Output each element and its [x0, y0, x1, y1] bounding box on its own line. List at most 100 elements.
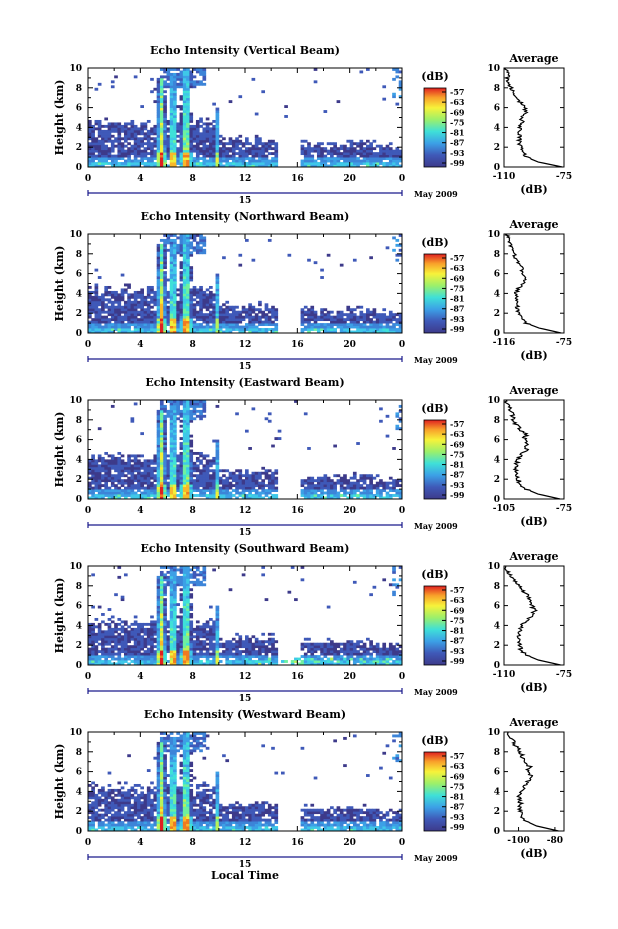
- heatmap-cell: [114, 494, 118, 497]
- heatmap-cell: [94, 162, 99, 165]
- heatmap-cell: [310, 494, 315, 497]
- heatmap-cell: [395, 494, 400, 497]
- heatmap-cell: [323, 476, 328, 480]
- colorbar-tick-label: -69: [450, 439, 465, 449]
- heatmap-cell: [228, 162, 233, 165]
- heatmap-cell: [388, 310, 393, 314]
- heatmap-cell: [130, 481, 135, 485]
- heatmap-cell: [195, 154, 200, 158]
- heatmap-cell: [94, 489, 99, 492]
- heatmap-cell: [349, 496, 354, 500]
- heatmap-cell: [182, 92, 187, 96]
- heatmap-cell: [163, 486, 167, 490]
- heatmap-cell: [117, 323, 122, 326]
- heatmap-cell: [375, 162, 380, 165]
- heatmap-cell: [150, 313, 154, 317]
- heatmap-cell: [120, 620, 125, 624]
- heatmap-cell: [199, 308, 203, 312]
- heatmap-cell: [127, 456, 131, 460]
- heatmap-cell: [195, 402, 200, 406]
- heatmap-cell: [94, 119, 99, 123]
- heatmap-cell: [202, 305, 207, 309]
- heatmap-cell: [189, 243, 194, 247]
- heatmap-cell: [316, 496, 321, 500]
- heatmap-cell: [137, 650, 141, 654]
- heatmap-cell: [104, 484, 109, 488]
- heatmap-cell: [169, 590, 174, 594]
- heatmap-cell: [146, 290, 151, 294]
- heatmap-cell: [274, 157, 279, 160]
- heatmap-cell: [225, 325, 230, 329]
- heatmap-cell: [169, 147, 174, 151]
- heatmap-cell: [173, 241, 177, 245]
- heatmap-cell: [195, 142, 200, 146]
- colorbar-tick-label: -57: [450, 253, 464, 263]
- heatmap-cell: [205, 134, 210, 138]
- heatmap-cell: [88, 323, 92, 326]
- heatmap-cell: [313, 313, 318, 317]
- heatmap-cell: [231, 476, 236, 480]
- heatmap-cell: [179, 456, 184, 460]
- heatmap-cell: [104, 660, 109, 663]
- heatmap-cell: [114, 162, 118, 165]
- heatmap-cell: [150, 330, 154, 334]
- heatmap-cell: [114, 164, 118, 168]
- heatmap-cell: [107, 627, 112, 631]
- heatmap-cell: [238, 159, 243, 163]
- heatmap-cell: [137, 290, 141, 294]
- heatmap-cell: [339, 162, 344, 165]
- heatmap-cell: [179, 566, 184, 569]
- heatmap-cell: [385, 320, 390, 324]
- heatmap-cell: [323, 484, 328, 488]
- heatmap-cell: [215, 290, 220, 294]
- heatmap-cell: [248, 479, 252, 483]
- heatmap-cell: [186, 404, 190, 408]
- heatmap-cell: [176, 246, 180, 250]
- heatmap-cell: [150, 484, 154, 488]
- heatmap-cell: [179, 481, 184, 485]
- heatmap-cell: [169, 253, 174, 257]
- heatmap-cell: [215, 323, 220, 326]
- heatmap-cell: [88, 298, 92, 302]
- heatmap-cell: [313, 479, 318, 483]
- heatmap-cell: [222, 144, 226, 148]
- heatmap-cell: [352, 486, 357, 490]
- heatmap-cell: [130, 660, 135, 663]
- heatmap-cell: [123, 144, 128, 148]
- heatmap-cell: [163, 147, 167, 151]
- heatmap-cell: [245, 162, 249, 165]
- heatmap-cell: [127, 635, 131, 639]
- heatmap-cell: [173, 657, 177, 661]
- heatmap-cell: [133, 154, 138, 158]
- heatmap-cell: [123, 640, 128, 644]
- heatmap-cell: [97, 142, 102, 146]
- heatmap-cell: [97, 489, 102, 492]
- heatmap-cell: [123, 323, 128, 326]
- heatmap-cell: [186, 132, 190, 136]
- heatmap-cell: [267, 479, 272, 483]
- heatmap-cell: [166, 464, 171, 468]
- heatmap-cell: [169, 234, 174, 237]
- heatmap-cell: [215, 112, 220, 116]
- heatmap-cell: [127, 142, 131, 146]
- heatmap-cell: [179, 657, 184, 661]
- heatmap-cell: [153, 328, 158, 331]
- heatmap-cell: [228, 484, 233, 488]
- heatmap-cell: [169, 479, 174, 483]
- heatmap-cell: [127, 328, 131, 331]
- heatmap-cell: [379, 313, 383, 317]
- heatmap-cell: [117, 489, 122, 492]
- heatmap-cell: [130, 486, 135, 490]
- heatmap-cell: [205, 154, 210, 158]
- heatmap-cell: [182, 300, 187, 304]
- heatmap-cell: [182, 238, 187, 242]
- heatmap-cell: [169, 248, 174, 252]
- heatmap-cell: [91, 605, 95, 609]
- heatmap-cell: [271, 471, 275, 475]
- heatmap-cell: [137, 313, 141, 317]
- heatmap-cell: [218, 496, 223, 500]
- heatmap-cell: [212, 315, 216, 319]
- heatmap-cell: [346, 491, 351, 495]
- heatmap-cell: [346, 481, 351, 485]
- heatmap-cell: [117, 162, 122, 165]
